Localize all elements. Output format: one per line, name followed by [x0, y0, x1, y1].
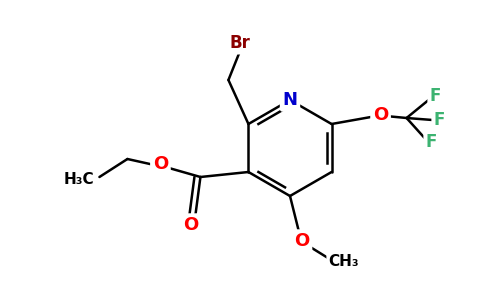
Text: F: F [434, 111, 445, 129]
Text: O: O [294, 232, 310, 250]
Text: O: O [373, 106, 388, 124]
Text: CH₃: CH₃ [329, 254, 359, 268]
Text: H₃C: H₃C [64, 172, 95, 187]
Text: F: F [430, 87, 441, 105]
Text: N: N [283, 91, 298, 109]
Text: F: F [426, 133, 437, 151]
Text: Br: Br [230, 34, 251, 52]
Text: O: O [153, 155, 168, 173]
Text: O: O [183, 216, 198, 234]
